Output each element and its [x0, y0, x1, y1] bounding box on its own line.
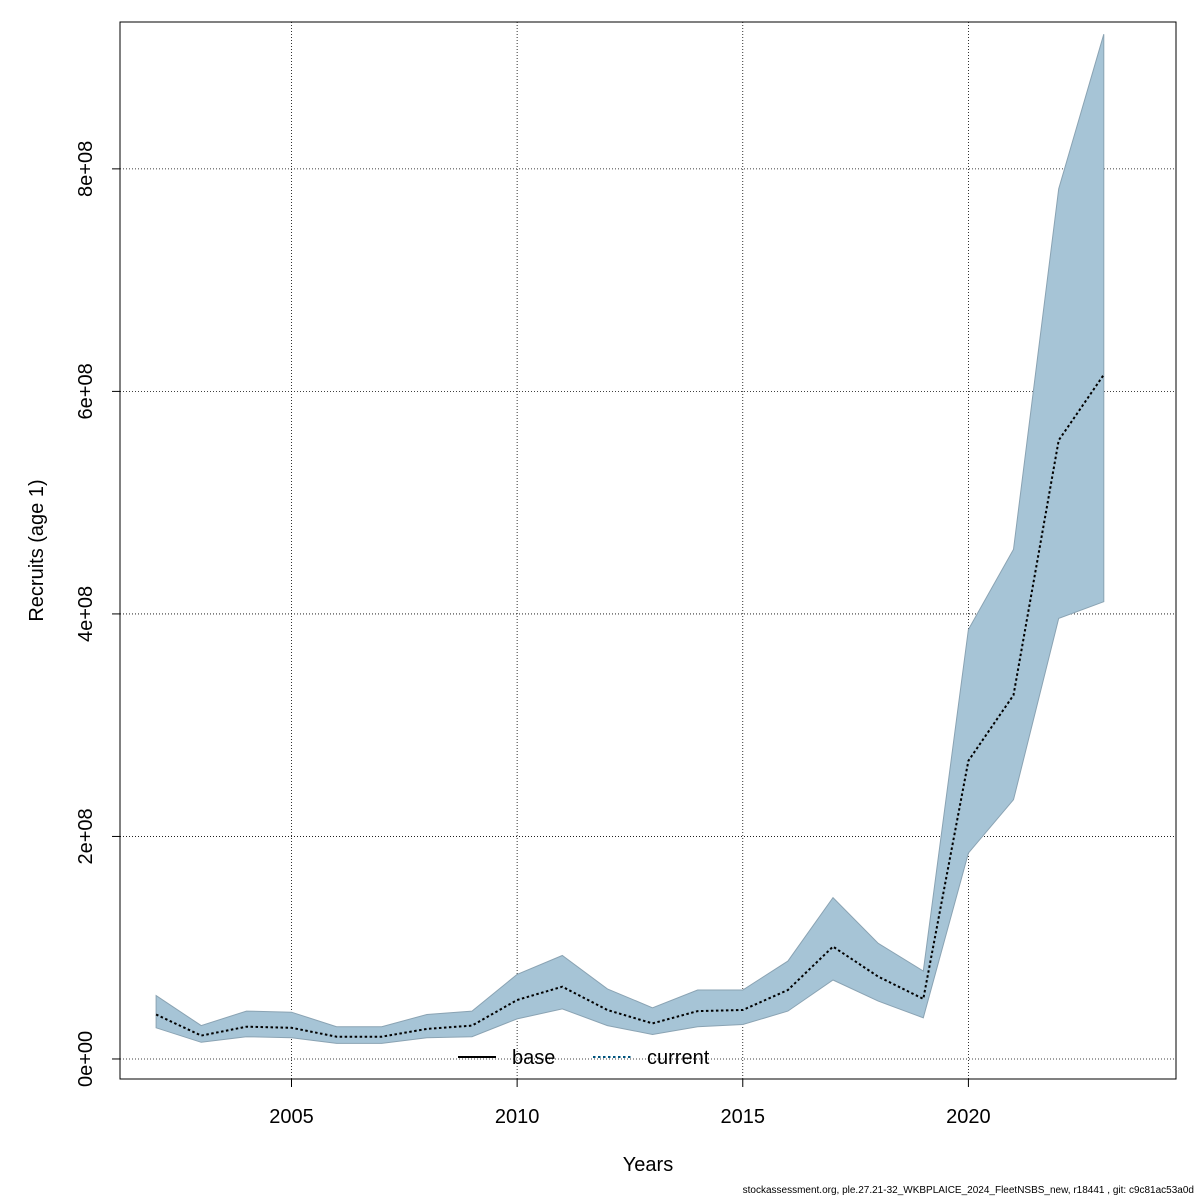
- x-tick-label-2010: 2010: [495, 1106, 540, 1128]
- series-current-line: [155, 374, 1105, 1038]
- y-tick-label-4e+08: 4e+08: [75, 586, 97, 642]
- legend-label-base: base: [512, 1047, 555, 1069]
- confidence-band: [155, 34, 1105, 1044]
- legend-label-current: current: [647, 1047, 710, 1069]
- y-axis-title: Recruits (age 1): [26, 479, 48, 621]
- x-axis: 2005 2010 2015 2020: [269, 1079, 991, 1128]
- footer-credit: stockassessment.org, ple.27.21-32_WKBPLA…: [742, 1185, 1194, 1196]
- y-tick-label-2e+08: 2e+08: [75, 808, 97, 864]
- y-axis: 0e+00 2e+08 4e+08 6e+08 8e+08: [75, 141, 120, 1087]
- legend: base current: [458, 1047, 710, 1069]
- x-axis-title: Years: [623, 1154, 673, 1176]
- y-tick-label-8e+08: 8e+08: [75, 141, 97, 197]
- x-tick-label-2015: 2015: [721, 1106, 766, 1128]
- y-tick-label-0e+00: 0e+00: [75, 1031, 97, 1087]
- y-tick-label-6e+08: 6e+08: [75, 363, 97, 419]
- x-tick-label-2005: 2005: [269, 1106, 314, 1128]
- plot-frame: [119, 21, 1177, 1080]
- x-tick-label-2020: 2020: [946, 1106, 991, 1128]
